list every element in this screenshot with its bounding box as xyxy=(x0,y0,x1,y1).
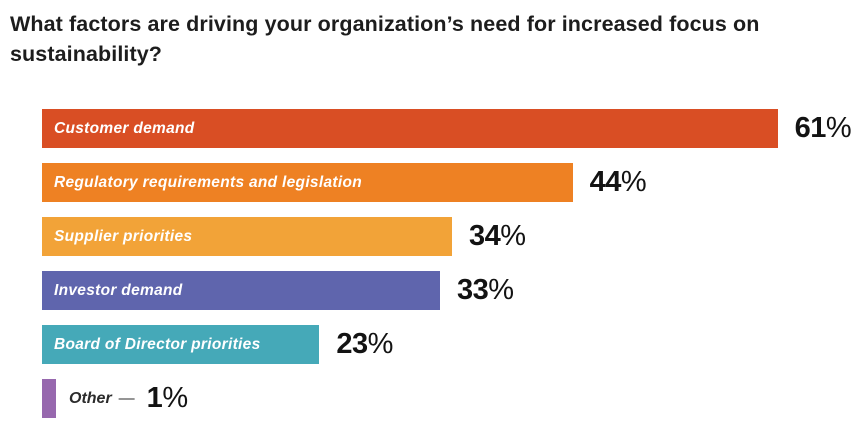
value-number: 34 xyxy=(469,220,501,252)
bar-label-customer-demand: Customer demand xyxy=(54,119,195,137)
value-number: 23 xyxy=(336,328,368,360)
bar-row-other: Other — 1% xyxy=(42,379,868,418)
value-label-board: 23% xyxy=(336,328,393,361)
bar-row-customer-demand: Customer demand 61% xyxy=(42,109,868,148)
bar-row-board: Board of Director priorities 23% xyxy=(42,325,868,364)
bar-label-regulatory: Regulatory requirements and legislation xyxy=(54,173,362,191)
value-number: 33 xyxy=(456,274,489,306)
value-number: 61 xyxy=(794,112,827,144)
bar-label-supplier: Supplier priorities xyxy=(54,227,193,245)
bar-label-other: Other — xyxy=(69,390,135,408)
chart-title: What factors are driving your organizati… xyxy=(10,12,760,66)
bar-row-supplier: Supplier priorities 34% xyxy=(42,217,868,256)
value-label-customer-demand: 61% xyxy=(795,112,852,145)
percent-sign: % xyxy=(367,328,394,360)
percent-sign: % xyxy=(488,274,515,306)
percent-sign: % xyxy=(825,112,852,144)
dash-separator: — xyxy=(118,389,135,407)
value-label-investor: 33% xyxy=(457,274,514,307)
percent-sign: % xyxy=(500,220,527,252)
bar-label-investor: Investor demand xyxy=(54,281,183,299)
value-label-other: 1% xyxy=(147,382,188,415)
bar-regulatory: Regulatory requirements and legislation xyxy=(42,163,573,202)
percent-sign: % xyxy=(620,166,647,198)
percent-sign: % xyxy=(162,382,189,414)
value-label-supplier: 34% xyxy=(469,220,526,253)
bar-label-board: Board of Director priorities xyxy=(54,335,261,353)
value-number: 1 xyxy=(146,382,163,414)
bar-investor: Investor demand xyxy=(42,271,440,310)
bar-row-regulatory: Regulatory requirements and legislation … xyxy=(42,163,868,202)
bar-customer-demand: Customer demand xyxy=(42,109,778,148)
bar-label-other-text: Other xyxy=(69,389,112,407)
bar-row-investor: Investor demand 33% xyxy=(42,271,868,310)
bar-board: Board of Director priorities xyxy=(42,325,320,364)
bar-chart: Customer demand 61% Regulatory requireme… xyxy=(42,109,868,433)
value-label-regulatory: 44% xyxy=(590,166,647,199)
value-number: 44 xyxy=(589,166,622,198)
bar-supplier: Supplier priorities xyxy=(42,217,453,256)
bar-other xyxy=(42,379,56,418)
